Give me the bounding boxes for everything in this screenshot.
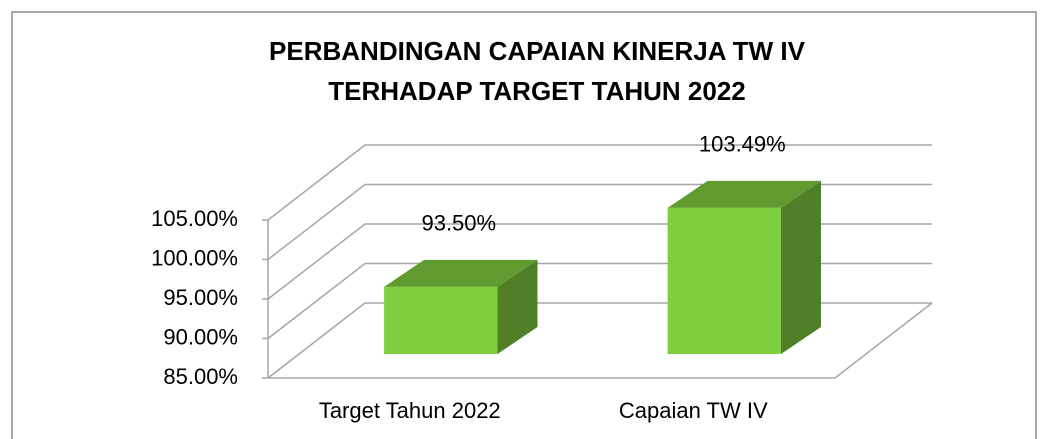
- chart-frame: [11, 11, 1037, 439]
- bar-side: [780, 180, 821, 354]
- bar-top: [384, 259, 538, 287]
- data-label: 103.49%: [699, 132, 786, 157]
- data-label: 93.50%: [421, 211, 496, 236]
- y-tick-label: 95.00%: [163, 285, 238, 310]
- y-tick-label: 100.00%: [151, 245, 238, 270]
- bar-top: [667, 180, 821, 208]
- x-tick-label: Target Tahun 2022: [319, 398, 501, 423]
- bar: [667, 180, 821, 354]
- y-tick-label: 85.00%: [163, 364, 238, 389]
- bar-front: [667, 207, 781, 354]
- y-tick-label: 105.00%: [151, 206, 238, 231]
- y-tick-label: 90.00%: [163, 324, 238, 349]
- floor: [268, 302, 933, 379]
- bar-side: [497, 259, 538, 354]
- grid-line: [267, 144, 932, 221]
- chart-title: PERBANDINGAN CAPAIAN KINERJA TW IV: [269, 36, 806, 66]
- chart-title: TERHADAP TARGET TAHUN 2022: [328, 76, 746, 106]
- bar: [384, 259, 538, 354]
- bar-front: [384, 286, 498, 354]
- x-tick-label: Capaian TW IV: [619, 398, 768, 423]
